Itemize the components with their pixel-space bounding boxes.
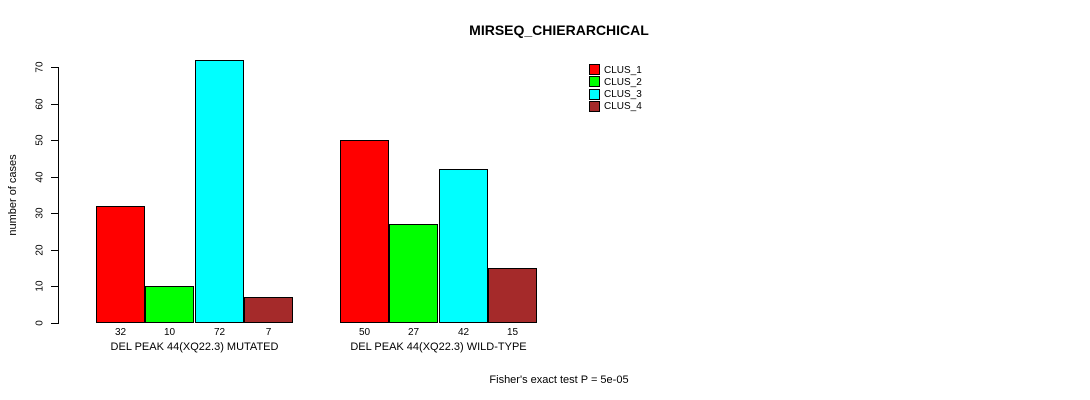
bar-clus_1-group1 — [96, 205, 145, 323]
y-axis-tick-label: 0 — [34, 320, 46, 326]
bar-value-label: 50 — [358, 327, 371, 338]
category-label: DEL PEAK 44(XQ22.3) WILD-TYPE — [350, 341, 527, 353]
y-axis-tick-label: 10 — [34, 280, 46, 292]
bar-value-label: 15 — [506, 327, 519, 338]
bar-clus_4-group2 — [488, 268, 537, 323]
y-axis-tick — [51, 176, 58, 178]
legend-label-clus_4: CLUS_4 — [604, 101, 642, 113]
legend-label-clus_2: CLUS_2 — [604, 76, 642, 88]
bar-value-label: 32 — [114, 327, 127, 338]
y-axis-tick-label: 20 — [34, 244, 46, 256]
y-axis-tick — [51, 67, 58, 68]
y-axis-tick-label: 60 — [34, 98, 46, 110]
bar-clus_2-group2 — [389, 224, 438, 323]
y-axis-tick — [51, 323, 58, 324]
bar-value-label: 10 — [163, 327, 176, 338]
y-axis-tick-label: 30 — [34, 207, 46, 219]
bar-clus_4-group1 — [244, 297, 293, 323]
bar-clus_3-group2 — [439, 169, 488, 323]
legend-label-clus_3: CLUS_3 — [604, 89, 642, 101]
legend-swatch-clus_1 — [589, 64, 600, 75]
bar-value-label: 7 — [265, 327, 272, 338]
legend-label-clus_1: CLUS_1 — [604, 64, 642, 76]
y-axis-tick — [51, 286, 58, 288]
y-axis-tick-label: 40 — [34, 171, 46, 183]
bar-value-label: 27 — [407, 327, 420, 338]
stat-annotation: Fisher's exact test P = 5e-05 — [489, 374, 629, 386]
chart-title: MIRSEQ_CHIERARCHICAL — [469, 22, 649, 38]
y-axis-tick — [51, 249, 58, 251]
y-axis-tick — [51, 213, 58, 215]
y-axis-tick-label: 70 — [34, 61, 46, 73]
y-axis-tick — [51, 140, 58, 142]
bar-clus_2-group1 — [145, 286, 194, 323]
bar-value-label: 72 — [213, 327, 226, 338]
y-axis-label: number of cases — [7, 154, 19, 236]
y-axis-line — [58, 67, 59, 324]
legend-swatch-clus_2 — [589, 76, 600, 88]
category-label: DEL PEAK 44(XQ22.3) MUTATED — [110, 341, 279, 353]
bar-value-label: 42 — [457, 327, 470, 338]
legend-swatch-clus_3 — [589, 88, 600, 100]
bar-clus_1-group2 — [340, 140, 389, 323]
bar-clus_3-group1 — [195, 59, 244, 323]
y-axis-tick-label: 50 — [34, 134, 46, 146]
legend-swatch-clus_4 — [589, 100, 600, 112]
y-axis-tick — [51, 103, 58, 105]
